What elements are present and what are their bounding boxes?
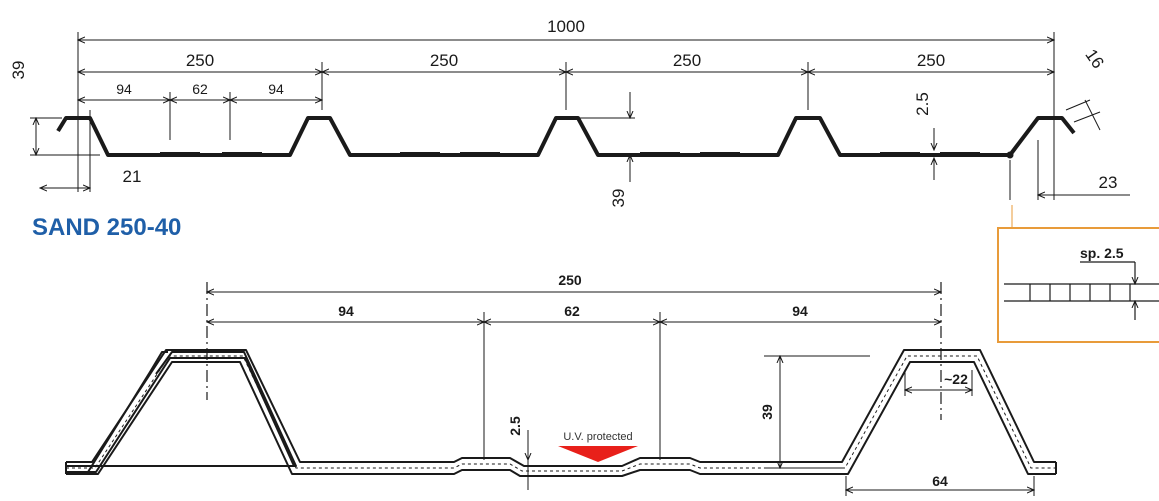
- bottom-dim-pitch: 250: [558, 272, 582, 288]
- dim-height-left: 39: [9, 61, 28, 80]
- bottom-profile: [65, 282, 1057, 496]
- bottom-dim-flat-mid: 62: [564, 303, 580, 319]
- dim-overall-width: 1000: [547, 17, 585, 36]
- dim-lip-angle: 16: [1081, 46, 1107, 72]
- profile-title: SAND 250-40: [32, 214, 181, 241]
- top-profile-outline: [56, 116, 1076, 157]
- bottom-dim-thickness: 2.5: [507, 416, 523, 436]
- detail-thickness-label: sp. 2.5: [1080, 245, 1124, 261]
- top-profile: [30, 32, 1130, 200]
- dim-pitch-2: 250: [430, 51, 458, 70]
- dim-edge-width: 23: [1099, 173, 1118, 192]
- bottom-dim-height: 39: [759, 404, 775, 420]
- bottom-dim-crest-offset: ~22: [944, 371, 968, 387]
- bottom-dim-flat-left: 94: [338, 303, 354, 319]
- bottom-profile-outer: [68, 351, 297, 473]
- dim-pitch-3: 250: [673, 51, 701, 70]
- dim-crest-width: 21: [123, 167, 142, 186]
- detail-box: sp. 2.5: [997, 205, 1159, 343]
- dim-flat-left: 94: [116, 81, 132, 97]
- bottom-dim-flat-right: 94: [792, 303, 808, 319]
- bottom-dim-base-width: 64: [932, 473, 948, 489]
- dim-pitch-1: 250: [186, 51, 214, 70]
- dim-flat-right: 94: [268, 81, 284, 97]
- dim-height-mid: 39: [609, 189, 628, 208]
- uv-protected-marker: [558, 446, 638, 462]
- dim-thickness: 2.5: [913, 92, 932, 116]
- dim-flat-mid: 62: [192, 81, 208, 97]
- dim-pitch-4: 250: [917, 51, 945, 70]
- uv-protected-label: U.V. protected: [563, 431, 632, 443]
